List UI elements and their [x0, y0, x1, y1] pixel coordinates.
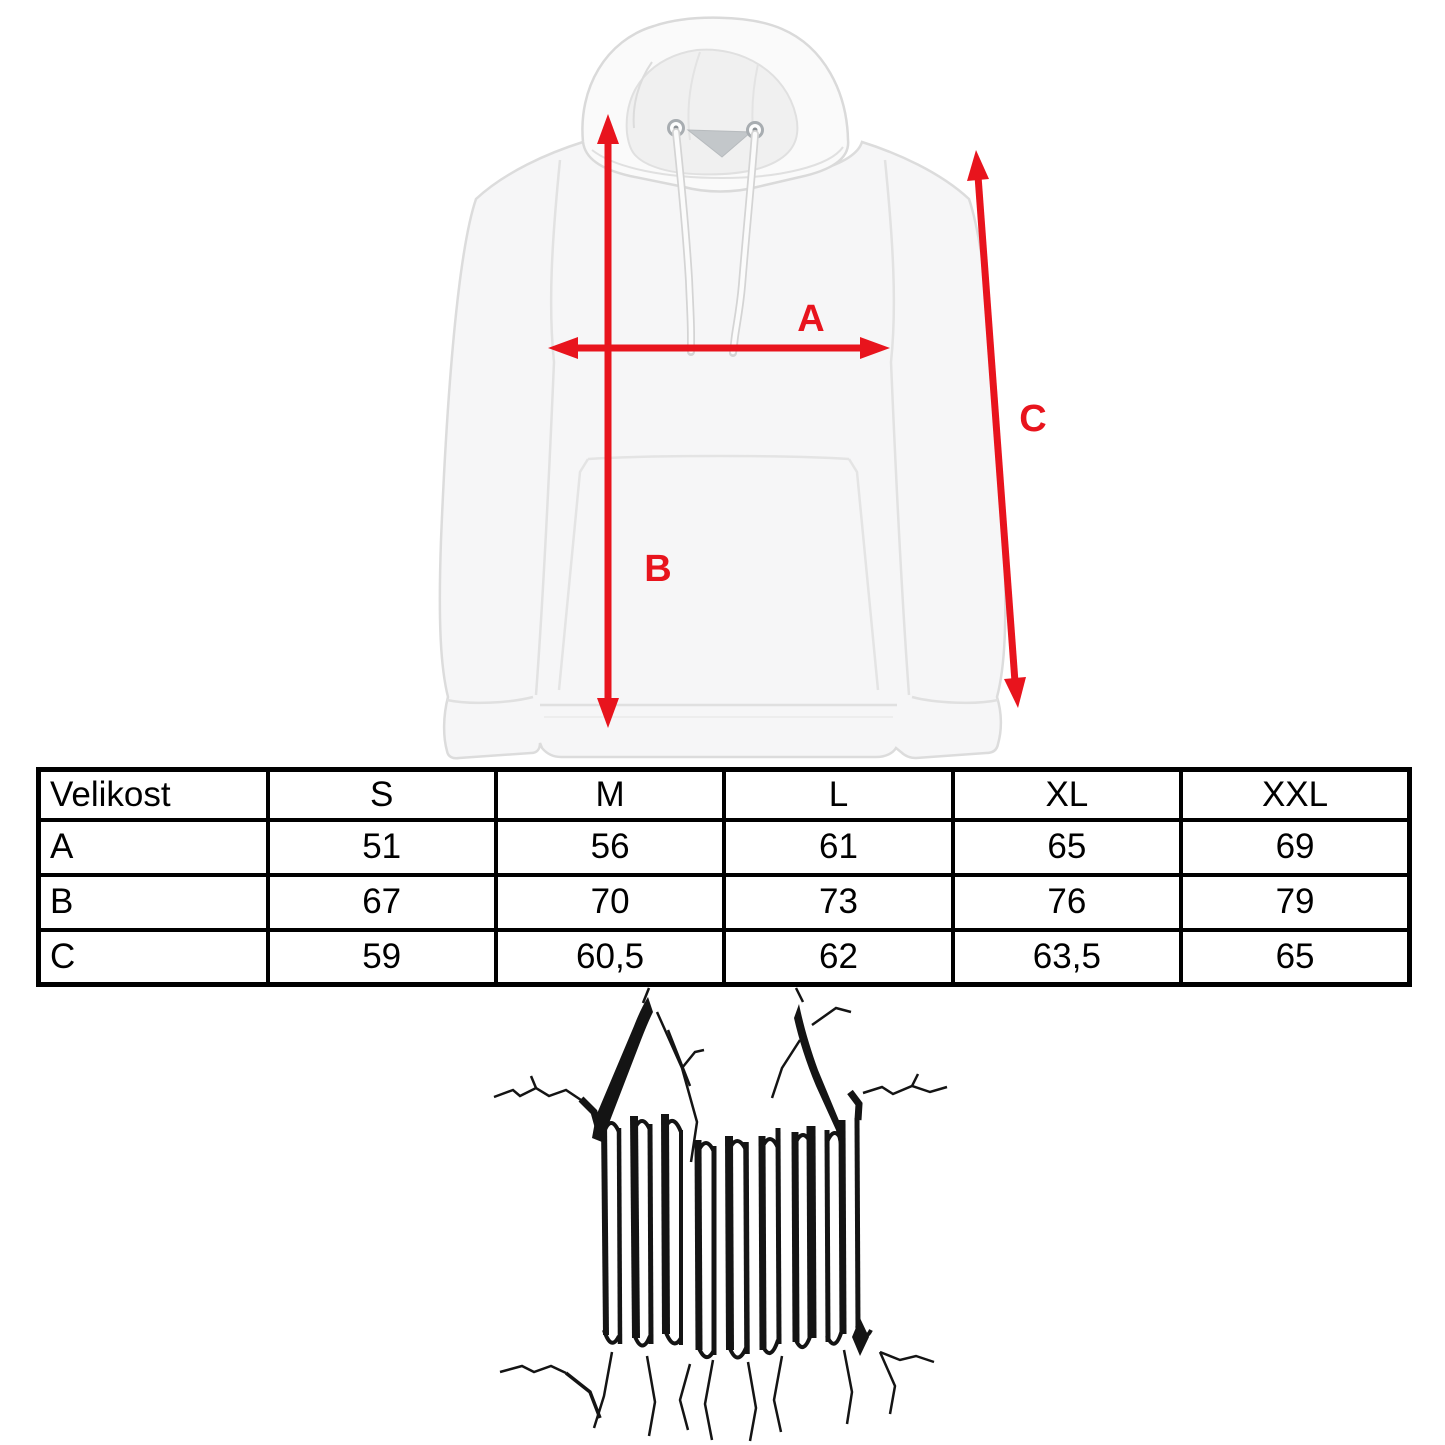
right-sleeve-seam — [883, 159, 911, 696]
arrow-b-head-top — [597, 114, 619, 144]
size-chart-header-xxl: XXL — [1179, 767, 1412, 822]
right-cuff-line — [911, 695, 999, 705]
hoodie-measurement-diagram: A B C — [438, 16, 1047, 760]
measurement-labels: A B C — [644, 298, 1046, 590]
hoodie-body — [438, 140, 1007, 760]
arrow-c-head-bottom — [1004, 677, 1026, 708]
pocket-top-line — [587, 454, 850, 461]
size-chart-row-b: B 67 70 73 76 79 — [36, 872, 1412, 932]
cell-b-xl: 76 — [950, 872, 1184, 932]
cell-c-xxl: 65 — [1179, 927, 1412, 987]
logo-arches — [602, 1119, 873, 1360]
pocket-right-edge — [847, 458, 880, 691]
arrow-c-head-top — [967, 150, 989, 181]
logo-nodes — [578, 1089, 863, 1131]
cell-c-l: 62 — [722, 927, 955, 987]
size-chart-table: Velikost S M L XL XXL A 51 56 61 65 69 B… — [36, 767, 1412, 987]
arrow-a-head-left — [548, 337, 578, 359]
measurement-label-a: A — [797, 298, 824, 340]
size-chart-header-l: L — [722, 767, 955, 822]
cell-b-l: 73 — [722, 872, 955, 932]
row-label-b: B — [36, 872, 270, 932]
cell-a-xxl: 69 — [1179, 817, 1412, 877]
cell-c-xl: 63,5 — [950, 927, 1184, 987]
left-cuff-line — [446, 695, 534, 705]
logo-vertical-bars — [601, 1113, 861, 1355]
logo-thin-cracks — [493, 987, 948, 1442]
row-label-a: A — [36, 817, 270, 877]
size-chart-row-a: A 51 56 61 65 69 — [36, 817, 1412, 877]
arrow-a-head-right — [860, 337, 890, 359]
arrow-b-head-bottom — [597, 698, 619, 728]
cell-a-l: 61 — [722, 817, 955, 877]
size-chart-header-xl: XL — [950, 767, 1184, 822]
size-chart-row-c: C 59 60,5 62 63,5 65 — [36, 927, 1412, 987]
collar-line — [591, 146, 844, 180]
cell-b-s: 67 — [265, 872, 498, 932]
cell-a-s: 51 — [265, 817, 498, 877]
cell-a-xl: 65 — [950, 817, 1184, 877]
measurement-label-b: B — [644, 548, 671, 590]
left-drawstring-highlight — [673, 129, 694, 354]
cell-c-m: 60,5 — [493, 927, 727, 987]
measurement-arrowheads — [548, 114, 1026, 728]
arrow-c-shaft — [974, 175, 1019, 683]
size-chart-header-row: Velikost S M L XL XXL — [36, 767, 1412, 822]
size-chart-header-velikost: Velikost — [36, 767, 270, 822]
right-drawstring-highlight — [730, 131, 758, 355]
band-logo-icon — [493, 987, 948, 1442]
cell-c-s: 59 — [265, 927, 498, 987]
hood-fold-line-1 — [632, 61, 653, 129]
pocket-left-edge — [557, 458, 590, 691]
neck-insert — [686, 129, 753, 158]
measurement-label-c: C — [1019, 398, 1046, 440]
cell-b-m: 70 — [493, 872, 727, 932]
size-chart-header-m: M — [493, 767, 727, 822]
size-chart-header-s: S — [265, 767, 498, 822]
hoodie-illustration — [438, 16, 1007, 760]
cell-a-m: 56 — [493, 817, 727, 877]
left-sleeve-seam — [534, 159, 562, 696]
row-label-c: C — [36, 927, 270, 987]
measurement-arrow-shafts — [572, 138, 1019, 704]
cell-b-xxl: 79 — [1179, 872, 1412, 932]
